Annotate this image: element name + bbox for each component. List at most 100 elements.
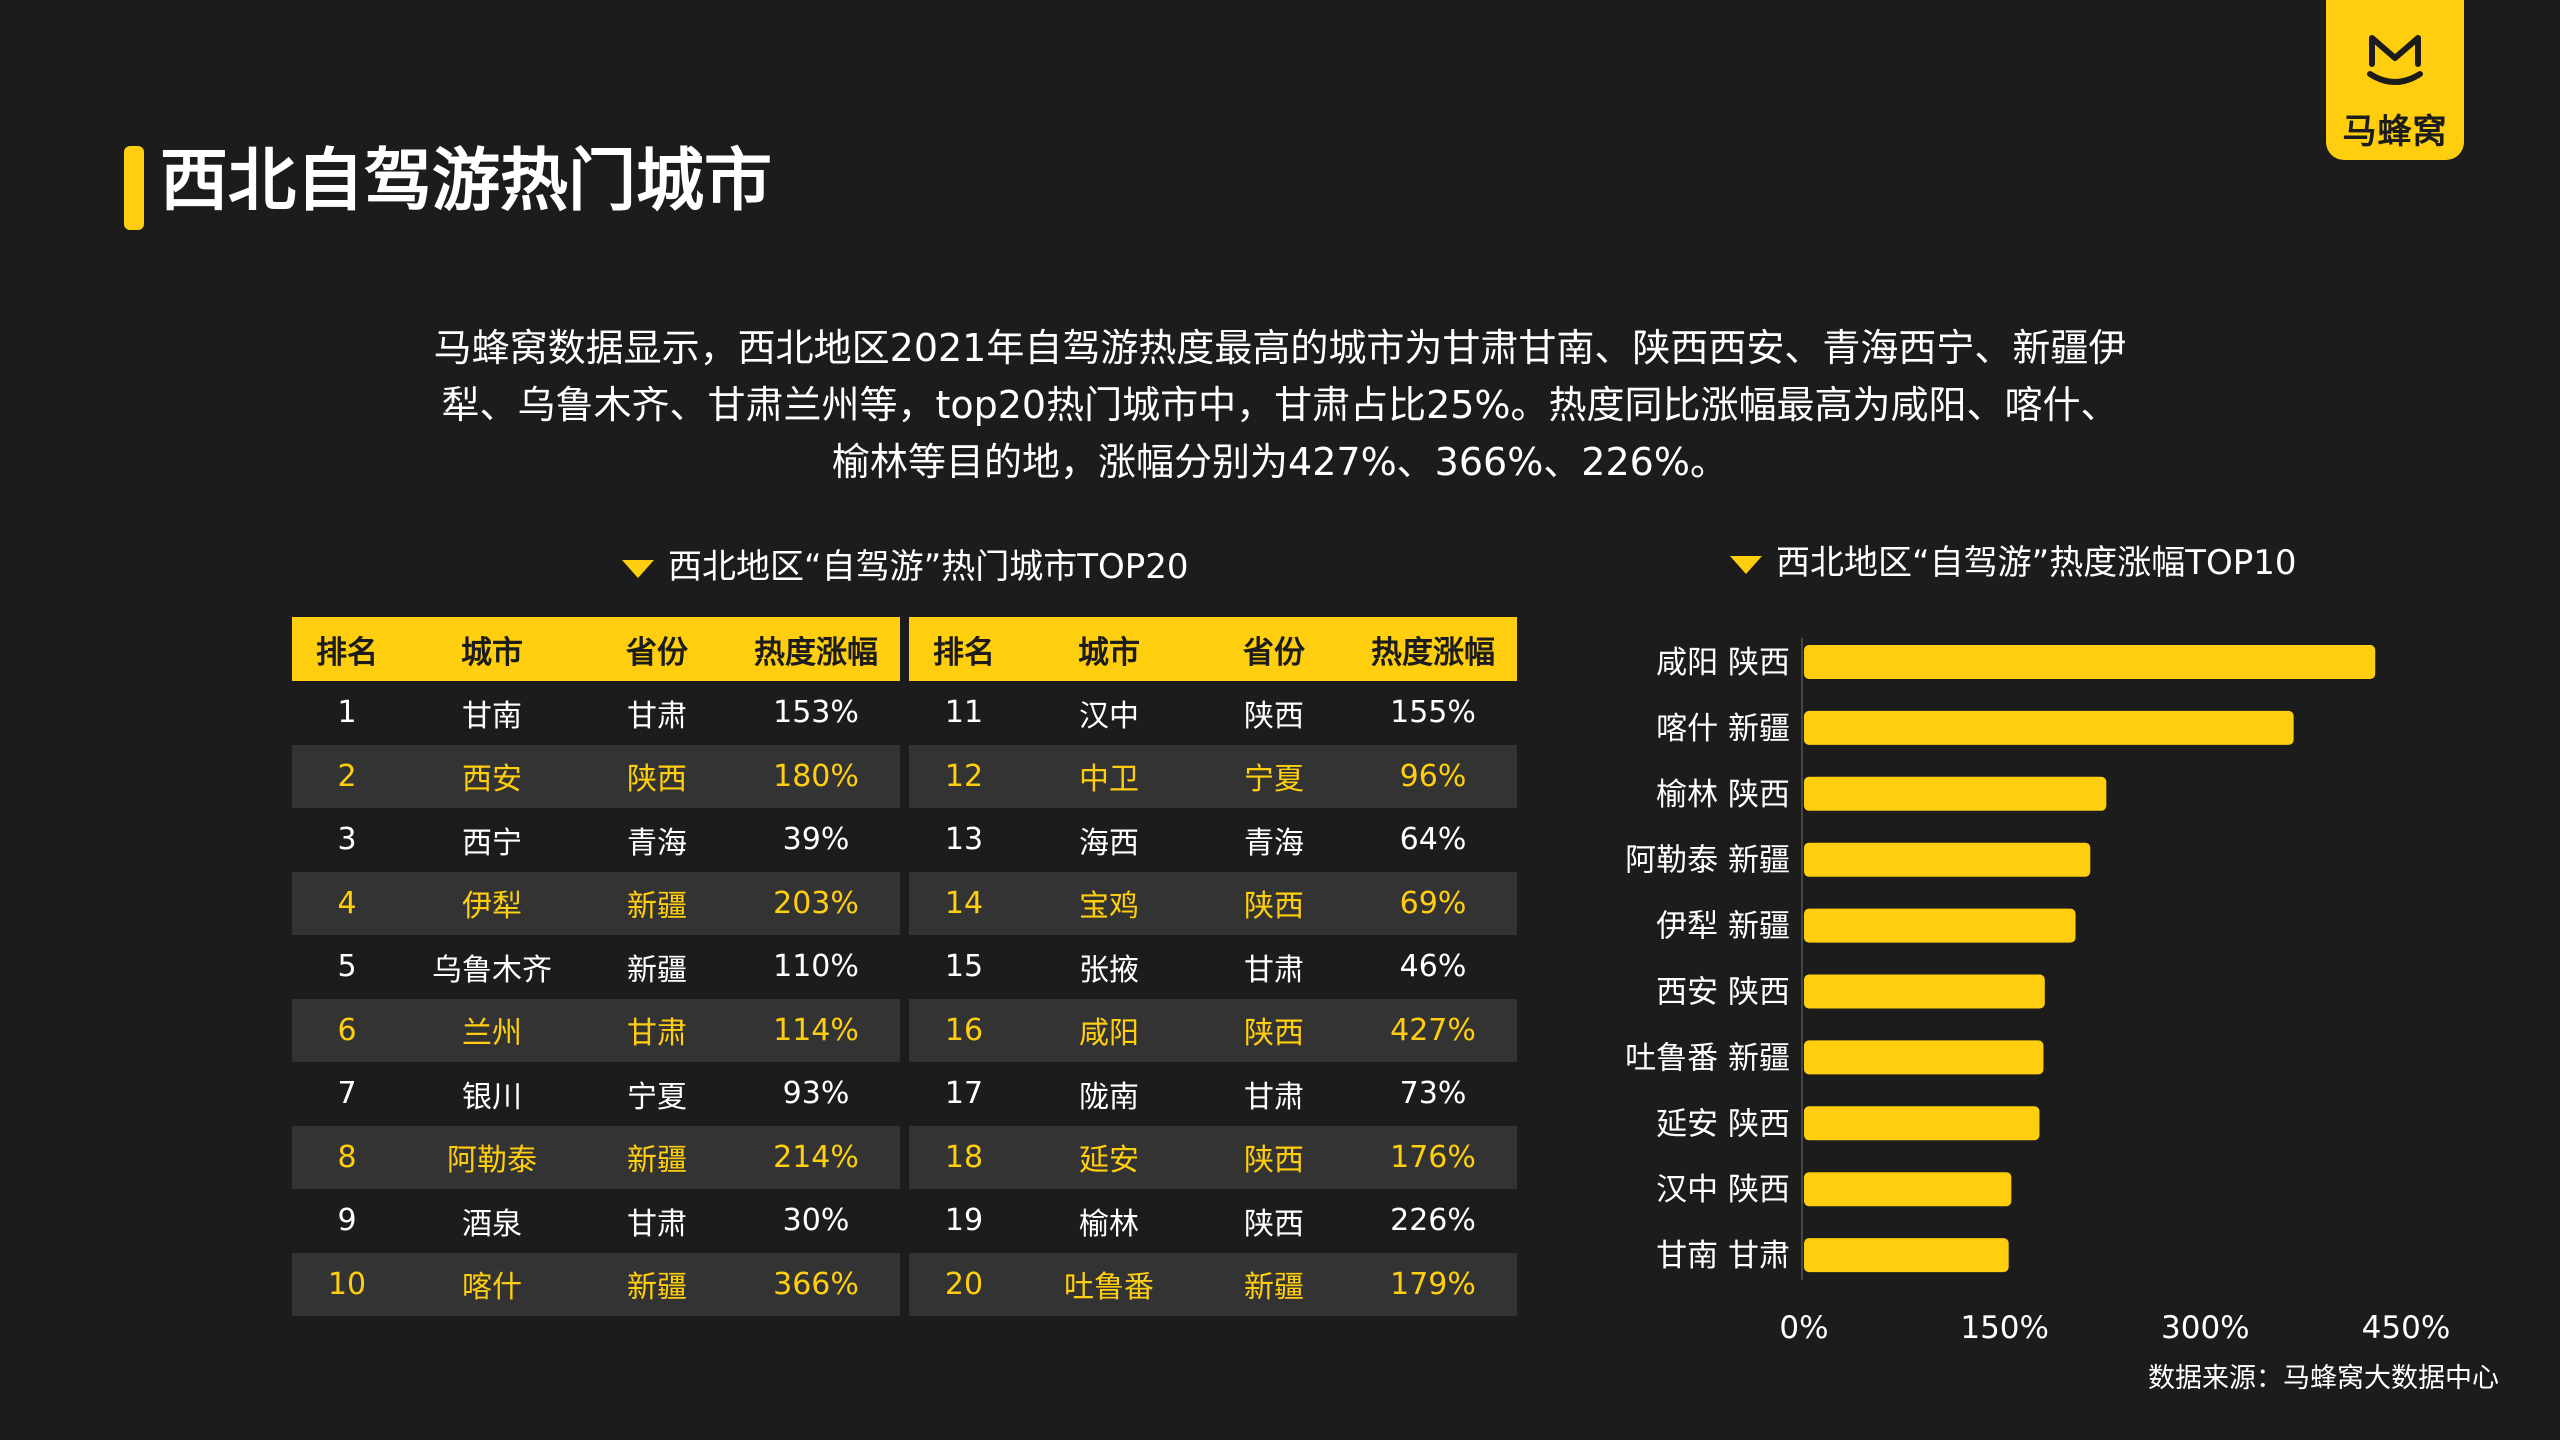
- table-row: 4 伊犁 新疆 203%: [292, 871, 900, 935]
- cell-city: 陇南: [1079, 1079, 1139, 1115]
- cell-rank: 1: [337, 695, 357, 731]
- category-label: 吐鲁番 新疆: [1625, 1040, 1790, 1076]
- bar: [1804, 974, 2045, 1009]
- cell-province: 陕西: [1244, 698, 1304, 734]
- data-source: 数据来源：马蜂窝大数据中心: [2148, 1363, 2499, 1394]
- table-row: 1 甘南 甘肃 153%: [292, 681, 900, 745]
- bar: [1804, 1040, 2044, 1075]
- cell-city: 阿勒泰: [402, 1125, 582, 1189]
- cell-growth: 114%: [732, 998, 900, 1062]
- category-label: 阿勒泰 新疆: [1625, 843, 1790, 879]
- cell-city: 延安: [1019, 1125, 1199, 1189]
- cell-province: 新疆: [627, 952, 687, 988]
- cell-growth: 64%: [1399, 822, 1467, 858]
- cell-province: 甘肃: [582, 998, 732, 1062]
- cell-rank: 7: [337, 1076, 357, 1112]
- cell-growth: 214%: [732, 1125, 900, 1189]
- chart-section-title: 西北地区“自驾游”热度涨幅TOP10: [1730, 538, 2297, 588]
- table-row: 3 西宁 青海 39%: [292, 808, 900, 872]
- table-row: 18 延安 陕西 176%: [909, 1125, 1517, 1189]
- table-row: 2 西安 陕西 180%: [292, 744, 900, 808]
- category-label: 西安 陕西: [1656, 975, 1790, 1011]
- table-row: 7 银川 宁夏 93%: [292, 1062, 900, 1126]
- table-header-row: 排名 城市 省份 热度涨幅: [909, 617, 1517, 681]
- cell-city: 中卫: [1019, 744, 1199, 808]
- table-section-title: 西北地区“自驾游”热门城市TOP20: [622, 542, 1189, 592]
- bar: [1804, 842, 2091, 877]
- table-row: 12 中卫 宁夏 96%: [909, 744, 1517, 808]
- cell-rank: 4: [292, 871, 402, 935]
- logo-text: 马蜂窝: [2342, 112, 2448, 152]
- table-row: 14 宝鸡 陕西 69%: [909, 871, 1517, 935]
- mafengwo-logo-icon: [2367, 35, 2423, 85]
- header-growth: 热度涨幅: [1349, 617, 1517, 681]
- bar: [1804, 1238, 2009, 1273]
- header-province: 省份: [582, 617, 732, 681]
- cell-city: 海西: [1079, 825, 1139, 861]
- cell-province: 甘肃: [1244, 952, 1304, 988]
- cell-rank: 19: [944, 1203, 984, 1239]
- cell-growth: 73%: [1399, 1076, 1467, 1112]
- cell-city: 伊犁: [402, 871, 582, 935]
- header-growth: 热度涨幅: [732, 617, 900, 681]
- cell-province: 陕西: [1199, 871, 1349, 935]
- header-rank: 排名: [292, 617, 402, 681]
- cell-rank: 6: [292, 998, 402, 1062]
- x-tick-label: 150%: [1960, 1310, 2049, 1346]
- bar: [1804, 1106, 2040, 1141]
- cell-growth: 155%: [1390, 695, 1476, 731]
- cell-growth: 39%: [782, 822, 850, 858]
- cell-growth: 46%: [1399, 949, 1467, 985]
- table-row: 19 榆林 陕西 226%: [909, 1189, 1517, 1253]
- cell-growth: 110%: [773, 949, 859, 985]
- cell-city: 宝鸡: [1019, 871, 1199, 935]
- cell-province: 新疆: [582, 871, 732, 935]
- cell-province: 陕西: [1199, 1125, 1349, 1189]
- table-row: 20 吐鲁番 新疆 179%: [909, 1252, 1517, 1316]
- cell-city: 喀什: [402, 1252, 582, 1316]
- cell-province: 新疆: [582, 1125, 732, 1189]
- table-header-row: 排名 城市 省份 热度涨幅: [292, 617, 900, 681]
- cell-province: 宁夏: [1199, 744, 1349, 808]
- header-province: 省份: [1199, 617, 1349, 681]
- triangle-down-icon: [1730, 555, 1762, 574]
- cell-province: 陕西: [1244, 1206, 1304, 1242]
- cell-rank: 16: [909, 998, 1019, 1062]
- table-row: 6 兰州 甘肃 114%: [292, 998, 900, 1062]
- cell-province: 甘肃: [1244, 1079, 1304, 1115]
- cell-growth: 427%: [1349, 998, 1517, 1062]
- bar: [1804, 776, 2107, 811]
- category-label: 榆林 陕西: [1656, 777, 1790, 813]
- cell-rank: 11: [944, 695, 984, 731]
- cell-growth: 366%: [732, 1252, 900, 1316]
- chart-title: 西北地区“自驾游”热度涨幅TOP10: [1776, 543, 2297, 583]
- cell-rank: 18: [909, 1125, 1019, 1189]
- cell-growth: 30%: [782, 1203, 850, 1239]
- cell-growth: 180%: [732, 744, 900, 808]
- cell-rank: 2: [292, 744, 402, 808]
- cell-province: 陕西: [1199, 998, 1349, 1062]
- header-city: 城市: [402, 617, 582, 681]
- category-label: 喀什 新疆: [1656, 711, 1790, 747]
- cell-rank: 5: [337, 949, 357, 985]
- table-row: 10 喀什 新疆 366%: [292, 1252, 900, 1316]
- header-rank: 排名: [909, 617, 1019, 681]
- x-tick-label: 0%: [1779, 1310, 1828, 1346]
- cell-city: 兰州: [402, 998, 582, 1062]
- ranking-table-right: 排名 城市 省份 热度涨幅 11 汉中 陕西 155% 12 中卫 宁夏 96% 13 海西 青海 6…: [909, 617, 1517, 1316]
- bar: [1804, 1172, 2012, 1207]
- cell-province: 陕西: [582, 744, 732, 808]
- summary-line: 马蜂窝数据显示，西北地区2021年自驾游热度最高的城市为甘肃甘南、陕西西安、青海…: [433, 326, 2127, 370]
- ranking-table-left: 排名 城市 省份 热度涨幅 1 甘南 甘肃 153% 2 西安 陕西 180% 3 西宁 青海 39%…: [292, 617, 900, 1316]
- cell-city: 张掖: [1079, 952, 1139, 988]
- cell-rank: 13: [944, 822, 984, 858]
- cell-rank: 15: [944, 949, 984, 985]
- cell-rank: 14: [909, 871, 1019, 935]
- cell-province: 甘肃: [627, 698, 687, 734]
- table-row: 11 汉中 陕西 155%: [909, 681, 1517, 745]
- cell-city: 西宁: [462, 825, 522, 861]
- cell-province: 宁夏: [627, 1079, 687, 1115]
- cell-growth: 153%: [773, 695, 859, 731]
- cell-rank: 10: [292, 1252, 402, 1316]
